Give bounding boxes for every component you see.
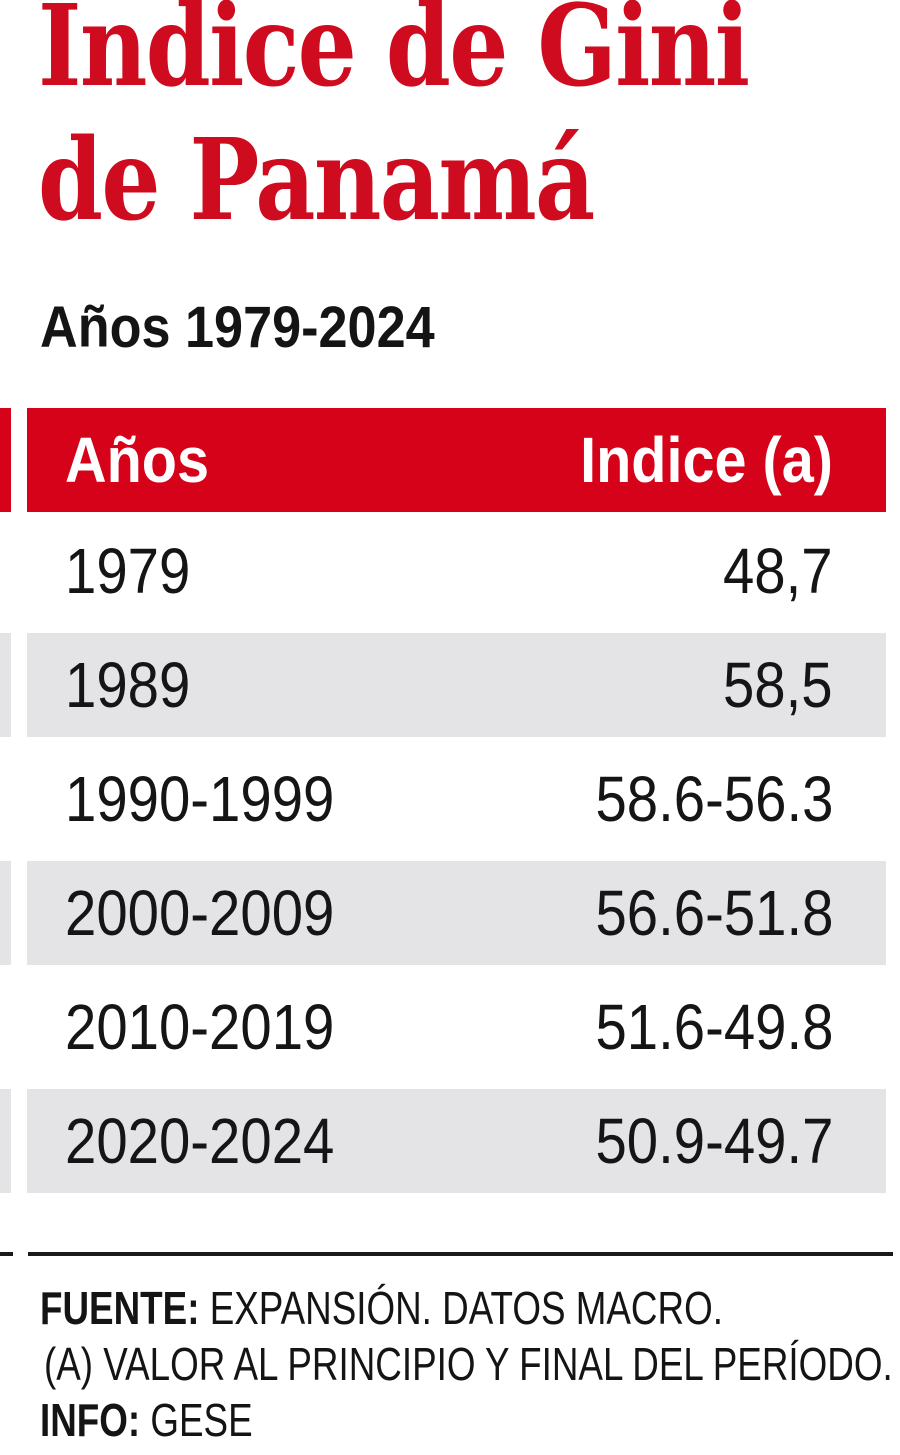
table-row: 1990-1999 58.6-56.3 xyxy=(27,747,886,851)
note-line: (A) VALOR AL PRINCIPIO Y FINAL DEL PERÍO… xyxy=(44,1338,893,1390)
info-label: INFO: xyxy=(40,1394,141,1446)
left-bleed-row-5 xyxy=(0,1089,11,1193)
index-cell: 51.6-49.8 xyxy=(595,991,833,1063)
header-cell-years: Años xyxy=(65,424,209,496)
source-text: EXPANSIÓN. DATOS MACRO. xyxy=(209,1282,723,1334)
source-label: FUENTE: xyxy=(40,1282,200,1334)
table-row: 2020-2024 50.9-49.7 xyxy=(27,1089,886,1193)
left-bleed-row-3 xyxy=(0,861,11,965)
left-bleed-row-1 xyxy=(0,633,11,737)
index-cell: 56.6-51.8 xyxy=(595,877,833,949)
year-cell: 2000-2009 xyxy=(65,877,335,949)
year-cell: 1979 xyxy=(65,535,191,607)
left-bleed-header xyxy=(0,408,11,512)
table-row: 2000-2009 56.6-51.8 xyxy=(27,861,886,965)
index-cell: 48,7 xyxy=(723,535,833,607)
info-line: INFO: GESE xyxy=(40,1394,253,1446)
page-title-line1: Indice de Gini xyxy=(38,0,750,112)
year-cell: 1989 xyxy=(65,649,191,721)
year-cell: 1990-1999 xyxy=(65,763,335,835)
page-title: Indice de Gini de Panamá xyxy=(38,0,750,248)
subtitle: Años 1979-2024 xyxy=(40,295,435,360)
year-cell: 2020-2024 xyxy=(65,1105,335,1177)
index-cell: 58.6-56.3 xyxy=(595,763,833,835)
index-cell: 50.9-49.7 xyxy=(595,1105,833,1177)
table-row: 1979 48,7 xyxy=(27,519,886,623)
divider-rule-bleed xyxy=(0,1252,13,1256)
source-line: FUENTE: EXPANSIÓN. DATOS MACRO. xyxy=(40,1282,723,1334)
index-cell: 58,5 xyxy=(723,649,833,721)
year-cell: 2010-2019 xyxy=(65,991,335,1063)
table-row: 1989 58,5 xyxy=(27,633,886,737)
info-text: GESE xyxy=(150,1394,253,1446)
divider-rule xyxy=(28,1252,893,1256)
header-cell-index: Indice (a) xyxy=(580,424,833,496)
table-row: 2010-2019 51.6-49.8 xyxy=(27,975,886,1079)
table-header-row: Años Indice (a) xyxy=(27,408,886,512)
page-title-line2: de Panamá xyxy=(38,115,595,246)
